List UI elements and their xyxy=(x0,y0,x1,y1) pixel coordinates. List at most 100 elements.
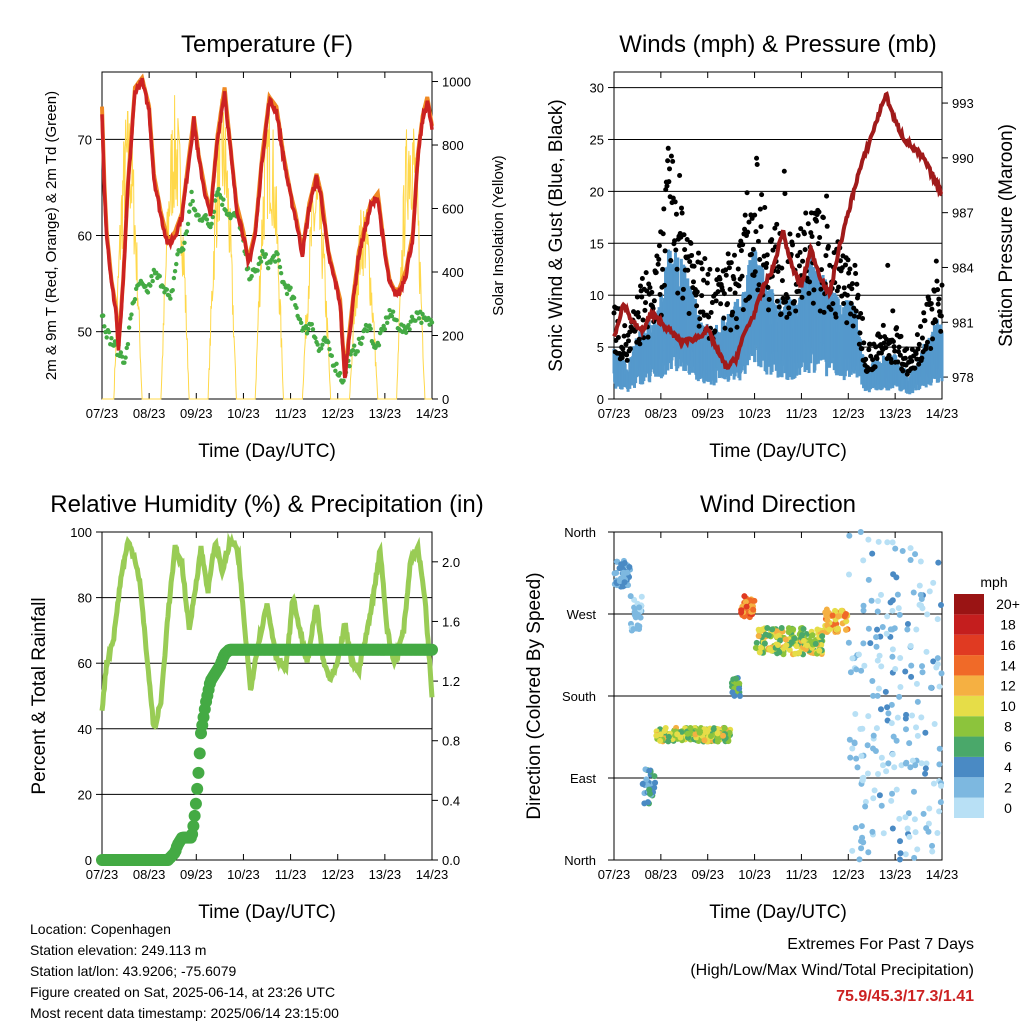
temp-xtick-label: 12/23 xyxy=(321,406,354,421)
dewpoint-point xyxy=(122,360,127,365)
dewpoint-point xyxy=(407,327,412,332)
wind-direction-point xyxy=(874,692,881,699)
gust-point xyxy=(742,226,748,232)
wind-direction-point xyxy=(870,795,877,802)
wind-direction-point xyxy=(936,808,943,815)
wind-direction-point xyxy=(859,777,866,784)
wind-direction-series xyxy=(611,529,945,863)
dewpoint-point xyxy=(406,322,411,328)
wind-direction-point xyxy=(867,640,874,647)
wind-direction-point xyxy=(865,713,872,720)
wind-direction-point xyxy=(909,712,916,719)
gust-point xyxy=(844,292,850,298)
dewpoint-point xyxy=(376,343,382,348)
dewpoint-point xyxy=(128,316,133,321)
wind-direction-point xyxy=(869,550,876,557)
wind-direction-point xyxy=(870,732,877,739)
dewpoint-point xyxy=(352,343,357,348)
wind-direction-point xyxy=(860,607,867,614)
gust-point xyxy=(686,310,692,316)
wind-direction-point xyxy=(862,803,869,810)
temp-ytick-right-label: 0 xyxy=(442,392,449,407)
elevation-text: Station elevation: 249.113 m xyxy=(30,942,207,958)
wind-direction-point xyxy=(907,557,914,564)
wind-direction-point xyxy=(824,617,831,624)
gust-point xyxy=(707,266,713,272)
wind-direction-point xyxy=(865,536,872,543)
gust-point xyxy=(936,296,942,302)
precipitation-point xyxy=(187,820,200,833)
dir-ytick-label: North xyxy=(564,853,596,868)
dir-title: Wind Direction xyxy=(700,491,856,518)
wind-direction-point xyxy=(873,643,880,650)
gust-point xyxy=(670,195,676,201)
gust-point xyxy=(939,282,945,288)
wind-direction-point xyxy=(864,770,871,777)
wind-xtick-label: 07/23 xyxy=(598,406,631,421)
gust-point xyxy=(635,310,641,316)
gust-point xyxy=(796,263,802,269)
wind-direction-point xyxy=(773,628,780,635)
wind-direction-point xyxy=(736,685,743,692)
wind-direction-point xyxy=(858,667,865,674)
wind-direction-point xyxy=(889,539,896,546)
wind-direction-point xyxy=(916,582,923,589)
gust-point xyxy=(721,315,727,321)
gust-point xyxy=(900,368,906,374)
gust-point xyxy=(787,231,793,237)
wind-direction-point xyxy=(721,725,728,732)
wind-direction-point xyxy=(858,823,865,830)
dewpoint-point xyxy=(132,297,138,302)
wind-direction-point xyxy=(714,730,721,737)
gust-point xyxy=(757,206,763,212)
wind-direction-point xyxy=(937,799,944,806)
wind-direction-point xyxy=(710,725,717,732)
wind-direction-point xyxy=(911,816,918,823)
wind-direction-point xyxy=(621,559,628,566)
rh-ytick-right-label: 0.8 xyxy=(442,734,460,749)
temp-ytick-label: 60 xyxy=(78,229,92,244)
gust-point xyxy=(699,266,705,272)
wind-direction-point xyxy=(908,662,915,669)
wind-direction-point xyxy=(774,642,781,649)
wind-direction-point xyxy=(875,770,882,777)
gust-point xyxy=(842,262,848,268)
gust-point xyxy=(655,261,661,267)
wind-direction-point xyxy=(639,781,646,788)
rh-xtick-label: 08/23 xyxy=(133,867,166,882)
wind-direction-point xyxy=(876,652,883,659)
gust-point xyxy=(890,339,896,345)
wind-direction-point xyxy=(929,842,936,849)
gust-point xyxy=(784,314,790,320)
wind-direction-point xyxy=(847,754,854,761)
gust-point xyxy=(825,243,831,249)
wind-direction-point xyxy=(865,625,872,632)
gust-point xyxy=(643,300,649,306)
wind-direction-point xyxy=(620,569,627,576)
gust-point xyxy=(919,355,925,361)
gust-point xyxy=(620,346,626,352)
wind-xtick-label: 12/23 xyxy=(832,406,865,421)
dewpoint-point xyxy=(429,320,435,325)
gust-point xyxy=(744,190,750,196)
gust-point xyxy=(857,330,863,336)
gust-point xyxy=(786,305,792,311)
wind-direction-point xyxy=(861,662,868,669)
precipitation-point xyxy=(191,782,204,795)
wind-direction-point xyxy=(938,670,945,677)
gust-point xyxy=(853,270,859,276)
rh-ytick-label: 80 xyxy=(78,591,92,606)
wind-direction-point xyxy=(930,579,937,586)
wind-direction-point xyxy=(611,570,618,577)
temp-2m-line xyxy=(100,77,434,379)
dewpoint-point xyxy=(190,198,195,204)
dewpoint-point xyxy=(192,208,198,213)
gust-point xyxy=(902,355,908,361)
wind-direction-point xyxy=(918,596,925,603)
gust-point xyxy=(696,323,702,329)
dir-xtick-label: 11/23 xyxy=(786,867,818,882)
precipitation-point xyxy=(188,809,201,822)
wind-direction-point xyxy=(852,824,859,831)
gust-point xyxy=(673,247,679,253)
wind-direction-point xyxy=(652,779,659,786)
